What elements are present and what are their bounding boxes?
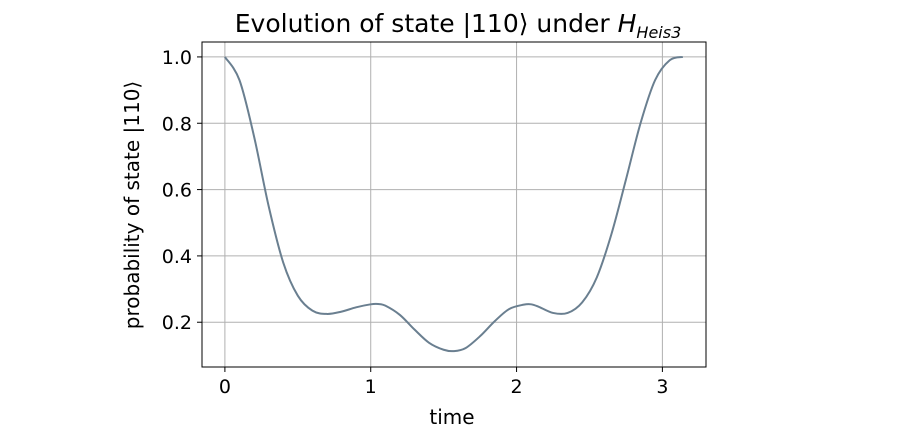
series-group bbox=[224, 55, 684, 353]
chart-title: Evolution of state |110⟩ under HHeis3 bbox=[235, 9, 682, 42]
y-tick-label: 0.4 bbox=[162, 246, 192, 268]
x-tick-label: 2 bbox=[511, 376, 523, 398]
chart-title-text: Evolution of state |110⟩ under bbox=[235, 9, 618, 38]
x-tick-label: 3 bbox=[656, 376, 668, 398]
x-axis: 0 1 2 3 bbox=[219, 367, 668, 398]
probability-line bbox=[224, 55, 684, 353]
y-tick-label: 0.8 bbox=[162, 113, 192, 135]
x-axis-label: time bbox=[429, 405, 474, 429]
x-tick-label: 1 bbox=[365, 376, 377, 398]
x-tick-label: 0 bbox=[219, 376, 231, 398]
chart-title-symbol: H bbox=[618, 9, 637, 38]
plot-frame bbox=[201, 41, 707, 368]
y-tick-label: 1.0 bbox=[162, 47, 192, 69]
chart-title-subscript: Heis3 bbox=[636, 23, 681, 42]
y-tick-label: 0.6 bbox=[162, 180, 192, 202]
grid bbox=[202, 42, 706, 367]
y-tick-label: 0.2 bbox=[162, 312, 192, 334]
y-axis-label: probability of state |110⟩ bbox=[120, 81, 144, 329]
y-axis: 0.2 0.4 0.6 0.8 1.0 bbox=[162, 47, 202, 334]
